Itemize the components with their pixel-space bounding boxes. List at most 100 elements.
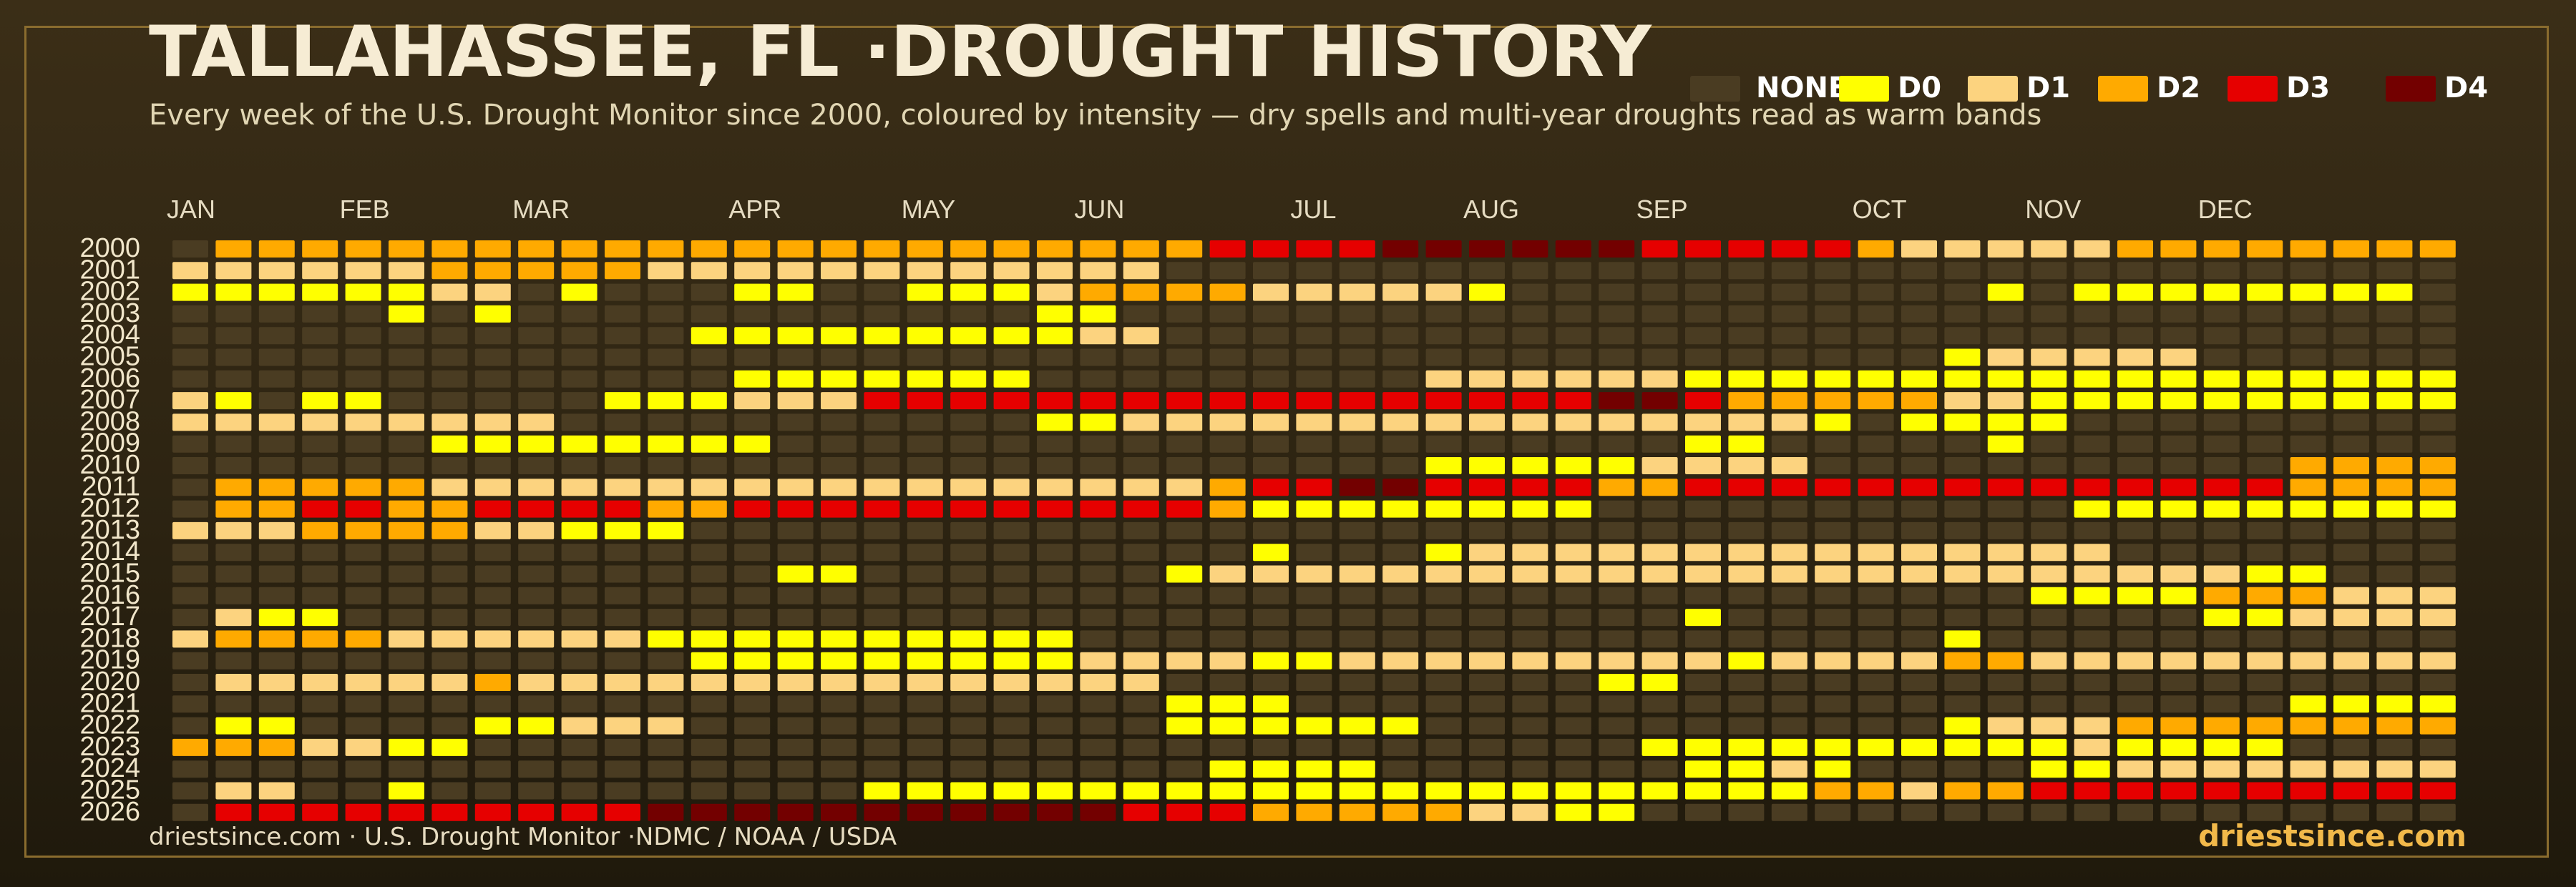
week-cell	[907, 262, 943, 280]
week-cell	[1858, 521, 1894, 539]
week-cell	[864, 392, 900, 410]
week-cell	[907, 305, 943, 323]
week-cell	[1987, 500, 2024, 518]
week-cell	[605, 283, 640, 301]
week-cell	[648, 674, 684, 691]
week-cell	[1425, 674, 1462, 691]
week-cell	[1944, 695, 1981, 713]
week-cell	[1599, 544, 1635, 562]
week-cell	[1555, 479, 1591, 496]
week-cell	[648, 803, 684, 821]
week-cell	[1253, 695, 1289, 713]
week-cell	[1469, 413, 1505, 431]
week-cell	[1339, 544, 1375, 562]
week-cell	[648, 348, 684, 366]
week-cell	[2203, 544, 2240, 562]
week-cell	[821, 240, 857, 258]
week-cell	[1641, 717, 1678, 735]
week-cell	[1815, 457, 1851, 474]
week-cell	[1469, 500, 1505, 518]
week-cell	[431, 630, 468, 648]
week-cell	[2419, 413, 2456, 431]
week-cell	[1987, 609, 2024, 627]
week-cell	[389, 348, 424, 366]
week-cell	[474, 695, 511, 713]
week-cell	[1080, 479, 1116, 496]
week-cell	[1555, 738, 1591, 756]
week-cell	[950, 435, 987, 453]
week-cell	[1339, 674, 1375, 691]
week-cell	[605, 587, 640, 604]
week-cell	[2376, 609, 2413, 627]
week-cell	[864, 760, 900, 778]
week-cell	[907, 695, 943, 713]
week-cell	[474, 457, 511, 474]
week-cell	[691, 457, 727, 474]
week-cell	[2160, 717, 2197, 735]
week-cell	[1209, 370, 1246, 388]
week-cell	[2074, 565, 2110, 583]
week-cell	[172, 803, 208, 821]
week-cell	[1209, 565, 1246, 583]
week-cell	[734, 760, 771, 778]
week-cell	[2160, 457, 2197, 474]
week-cell	[1901, 738, 1937, 756]
week-cell	[1728, 544, 1765, 562]
week-cell	[1815, 609, 1851, 627]
week-cell	[389, 479, 424, 496]
week-cell	[215, 760, 252, 778]
week-cell	[1599, 262, 1635, 280]
week-cell	[950, 392, 987, 410]
week-cell	[648, 305, 684, 323]
week-cell	[518, 413, 555, 431]
week-cell	[431, 500, 468, 518]
week-cell	[518, 803, 555, 821]
footer-source: driestsince.com · U.S. Drought Monitor ·…	[149, 823, 897, 851]
week-cell	[1425, 283, 1462, 301]
week-cell	[258, 392, 295, 410]
week-cell	[648, 717, 684, 735]
week-cell	[1641, 803, 1678, 821]
week-cell	[561, 760, 597, 778]
week-cell	[777, 521, 814, 539]
week-cell	[258, 760, 295, 778]
week-cell	[431, 435, 468, 453]
week-cell	[2203, 457, 2240, 474]
week-cell	[1858, 413, 1894, 431]
week-cell	[2290, 500, 2326, 518]
footer-brand-link[interactable]: driestsince.com	[2198, 818, 2467, 853]
week-cell	[1987, 803, 2024, 821]
week-cell	[2031, 738, 2067, 756]
week-cell	[474, 674, 511, 691]
week-cell	[1901, 587, 1937, 604]
week-cell	[734, 609, 771, 627]
week-cell	[1382, 630, 1419, 648]
week-cell	[172, 695, 208, 713]
week-cell	[389, 413, 424, 431]
week-cell	[734, 782, 771, 800]
month-label-aug: AUG	[1463, 195, 1519, 224]
week-cell	[215, 803, 252, 821]
week-cell	[518, 283, 555, 301]
week-cell	[1382, 457, 1419, 474]
week-cell	[1123, 760, 1159, 778]
week-cell	[864, 630, 900, 648]
week-cell	[605, 695, 640, 713]
week-cell	[1815, 305, 1851, 323]
week-cell	[2247, 544, 2283, 562]
week-cell	[258, 717, 295, 735]
week-cell	[1771, 695, 1807, 713]
week-cell	[1901, 392, 1937, 410]
week-cell	[1728, 240, 1765, 258]
week-cell	[1771, 587, 1807, 604]
week-cell	[518, 479, 555, 496]
week-cell	[1771, 717, 1807, 735]
week-cell	[1209, 609, 1246, 627]
week-cell	[1339, 782, 1375, 800]
week-cell	[1944, 760, 1981, 778]
week-cell	[907, 674, 943, 691]
week-cell	[691, 782, 727, 800]
week-cell	[864, 240, 900, 258]
week-cell	[1425, 803, 1462, 821]
week-cell	[1425, 413, 1462, 431]
